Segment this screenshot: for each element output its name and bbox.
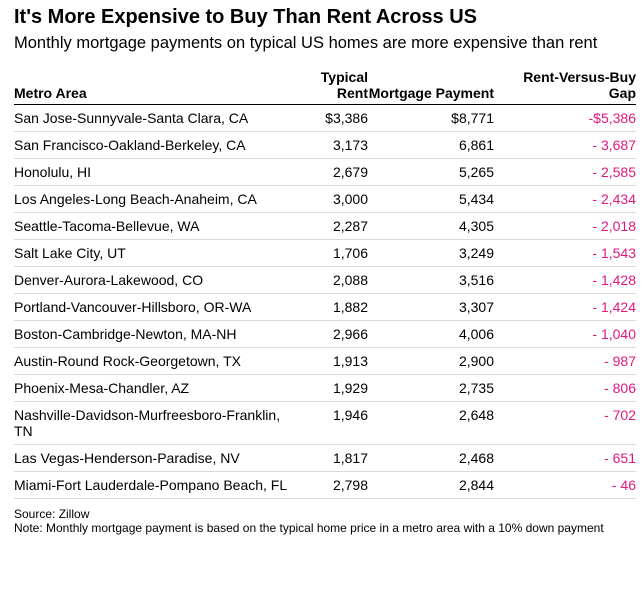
metro-cell: Los Angeles-Long Beach-Anaheim, CA xyxy=(14,185,308,213)
chart-subtitle: Monthly mortgage payments on typical US … xyxy=(14,34,598,52)
mortgage-cell: 4,006 xyxy=(368,320,494,348)
metro-cell: Seattle-Tacoma-Bellevue, WA xyxy=(14,212,308,240)
column-header-gap: Rent-Versus-Buy Gap xyxy=(494,69,636,105)
chart-title: It's More Expensive to Buy Than Rent Acr… xyxy=(14,6,478,28)
rent-cell: 2,798 xyxy=(308,471,368,499)
gap-cell: - 3,687 xyxy=(494,131,636,159)
rent-cell: 2,966 xyxy=(308,320,368,348)
rent-cell: 1,706 xyxy=(308,239,368,267)
mortgage-cell: 2,735 xyxy=(368,374,494,402)
mortgage-cell: $8,771 xyxy=(368,104,494,132)
mortgage-cell: 2,900 xyxy=(368,347,494,375)
metro-cell: Phoenix-Mesa-Chandler, AZ xyxy=(14,374,308,402)
gap-cell: - 1,040 xyxy=(494,320,636,348)
rent-cell: 3,000 xyxy=(308,185,368,213)
table-row: Seattle-Tacoma-Bellevue, WA 2,287 4,305- 2… xyxy=(14,212,636,240)
table-row: Nashville-Davidson-Murfreesboro-Franklin… xyxy=(14,401,636,445)
table-row: Salt Lake City, UT 1,706 3,249- 1,543 xyxy=(14,239,636,267)
gap-cell: -$5,386 xyxy=(494,104,636,132)
gap-cell: - 651 xyxy=(494,444,636,472)
gap-cell: - 1,424 xyxy=(494,293,636,321)
metro-cell: Denver-Aurora-Lakewood, CO xyxy=(14,266,308,294)
column-header-rent: Typical Rent xyxy=(308,69,368,105)
rent-cell: 2,088 xyxy=(308,266,368,294)
table-header: Metro Area Typical Rent Mortgage Payment… xyxy=(14,69,636,105)
table-row: Austin-Round Rock-Georgetown, TX 1,913 2,9… xyxy=(14,347,636,375)
metro-cell: Honolulu, HI xyxy=(14,158,308,186)
gap-cell: - 2,434 xyxy=(494,185,636,213)
footnote: Note: Monthly mortgage payment is based … xyxy=(14,521,604,535)
metro-cell: Salt Lake City, UT xyxy=(14,239,308,267)
gap-cell: - 702 xyxy=(494,401,636,445)
gap-cell: - 806 xyxy=(494,374,636,402)
table-row: Denver-Aurora-Lakewood, CO 2,088 3,516- 1,… xyxy=(14,266,636,294)
gap-cell: - 2,018 xyxy=(494,212,636,240)
table-row: Los Angeles-Long Beach-Anaheim, CA 3,000 5… xyxy=(14,185,636,213)
gap-cell: - 1,543 xyxy=(494,239,636,267)
metro-cell: Nashville-Davidson-Murfreesboro-Franklin… xyxy=(14,401,308,445)
rent-cell: 2,679 xyxy=(308,158,368,186)
gap-cell: - 46 xyxy=(494,471,636,499)
metro-cell: San Francisco-Oakland-Berkeley, CA xyxy=(14,131,308,159)
rent-cell: 1,946 xyxy=(308,401,368,445)
column-header-metro: Metro Area xyxy=(14,69,308,105)
mortgage-cell: 5,434 xyxy=(368,185,494,213)
rent-cell: 3,173 xyxy=(308,131,368,159)
metro-cell: Portland-Vancouver-Hillsboro, OR-WA xyxy=(14,293,308,321)
metro-cell: Austin-Round Rock-Georgetown, TX xyxy=(14,347,308,375)
header-row: Metro Area Typical Rent Mortgage Payment… xyxy=(14,69,636,105)
rent-cell: 1,913 xyxy=(308,347,368,375)
table-row: San Francisco-Oakland-Berkeley, CA 3,173 6… xyxy=(14,131,636,159)
source-note: Source: Zillow xyxy=(14,507,90,521)
table-row: San Jose-Sunnyvale-Santa Clara, CA $3,386… xyxy=(14,104,636,132)
mortgage-cell: 3,516 xyxy=(368,266,494,294)
mortgage-cell: 5,265 xyxy=(368,158,494,186)
column-header-mortgage: Mortgage Payment xyxy=(368,69,494,105)
rent-cell: 1,817 xyxy=(308,444,368,472)
gap-cell: - 2,585 xyxy=(494,158,636,186)
mortgage-cell: 2,468 xyxy=(368,444,494,472)
data-table: Metro Area Typical Rent Mortgage Payment… xyxy=(14,69,636,499)
table-row: Phoenix-Mesa-Chandler, AZ 1,929 2,735- 806 xyxy=(14,374,636,402)
mortgage-cell: 2,844 xyxy=(368,471,494,499)
metro-cell: Las Vegas-Henderson-Paradise, NV xyxy=(14,444,308,472)
mortgage-cell: 3,307 xyxy=(368,293,494,321)
gap-cell: - 987 xyxy=(494,347,636,375)
chart-footer: Source: Zillow Note: Monthly mortgage pa… xyxy=(14,507,636,535)
gap-cell: - 1,428 xyxy=(494,266,636,294)
metro-cell: San Jose-Sunnyvale-Santa Clara, CA xyxy=(14,104,308,132)
mortgage-cell: 6,861 xyxy=(368,131,494,159)
metro-cell: Miami-Fort Lauderdale-Pompano Beach, FL xyxy=(14,471,308,499)
mortgage-cell: 3,249 xyxy=(368,239,494,267)
table-row: Boston-Cambridge-Newton, MA-NH 2,966 4,006… xyxy=(14,320,636,348)
table-row: Las Vegas-Henderson-Paradise, NV 1,817 2,4… xyxy=(14,444,636,472)
table-body: San Jose-Sunnyvale-Santa Clara, CA $3,386… xyxy=(14,104,636,499)
mortgage-cell: 2,648 xyxy=(368,401,494,445)
table-row: Miami-Fort Lauderdale-Pompano Beach, FL 2… xyxy=(14,471,636,499)
metro-cell: Boston-Cambridge-Newton, MA-NH xyxy=(14,320,308,348)
rent-cell: 1,929 xyxy=(308,374,368,402)
rent-cell: 1,882 xyxy=(308,293,368,321)
chart-container: It's More Expensive to Buy Than Rent Acr… xyxy=(14,5,636,535)
rent-cell: $3,386 xyxy=(308,104,368,132)
table-row: Portland-Vancouver-Hillsboro, OR-WA 1,882… xyxy=(14,293,636,321)
rent-cell: 2,287 xyxy=(308,212,368,240)
mortgage-cell: 4,305 xyxy=(368,212,494,240)
table-row: Honolulu, HI 2,679 5,265- 2,585 xyxy=(14,158,636,186)
